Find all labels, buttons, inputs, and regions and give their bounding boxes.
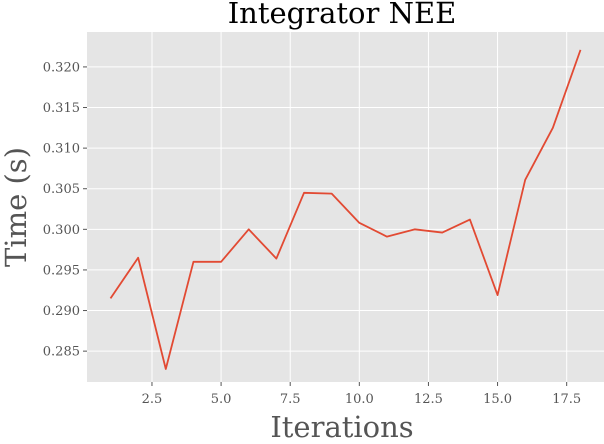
y-axis-label: Time (s) (0, 147, 33, 267)
x-tick-label: 12.5 (414, 392, 443, 407)
y-tick-label: 0.305 (43, 182, 80, 197)
x-axis-label: Iterations (270, 410, 413, 444)
x-tick-label: 5.0 (211, 392, 232, 407)
y-tick-label: 0.315 (43, 101, 80, 116)
y-tick-label: 0.310 (43, 142, 80, 157)
chart-title: Integrator NEE (228, 0, 457, 30)
axis-ticks: 2.5 5.0 7.5 10.0 12.5 15.0 17.5 0.285 0.290 0.295… (43, 60, 581, 407)
y-tick-label: 0.285 (43, 345, 80, 360)
x-tick-label: 7.5 (280, 392, 301, 407)
x-tick-label: 10.0 (345, 392, 374, 407)
y-tick-label: 0.295 (43, 263, 80, 278)
series-line (109, 49, 582, 370)
y-tick-label: 0.290 (43, 304, 80, 319)
x-tick-label: 17.5 (552, 392, 581, 407)
grid-lines (87, 32, 604, 382)
x-tick-label: 15.0 (483, 392, 512, 407)
y-tick-label: 0.320 (43, 60, 80, 75)
y-tick-label: 0.300 (43, 223, 80, 238)
series-layer (109, 49, 582, 370)
x-tick-label: 2.5 (142, 392, 163, 407)
